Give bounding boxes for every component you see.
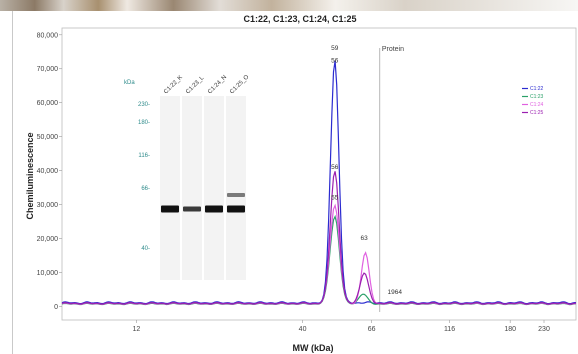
gel-lanes: C1:22_K C1:23_L C1:24_N C1:25_O — [160, 74, 251, 280]
legend-entry: C1:24 — [530, 102, 544, 108]
lane-label: C1:25_O — [229, 74, 250, 95]
peak-label: 56 — [331, 58, 339, 65]
x-tick-label: 230 — [538, 326, 550, 333]
chart-title: C1:22, C1:23, C1:24, C1:25 — [243, 14, 356, 24]
series-line-C1-22 — [61, 60, 576, 305]
gel-lane: C1:24_N — [204, 74, 228, 280]
x-tick-label: 66 — [368, 326, 376, 333]
peak-label: 55 — [331, 194, 339, 201]
ladder-label: 40- — [141, 246, 150, 252]
lane-background — [204, 96, 224, 280]
main-band — [161, 205, 179, 213]
ladder-labels: 230- 180- 116- 66- 40- — [138, 102, 150, 252]
lane-label: C1:22_K — [163, 75, 184, 96]
y-tick-label: 10,000 — [37, 270, 59, 277]
ladder-label: 116- — [138, 153, 150, 159]
series-line-C1-23 — [61, 214, 577, 306]
lane-view-inset: kDa 230-180-116-66-40- C1:22_K C1:23_L C1:… — [124, 74, 251, 280]
x-tick-label: 40 — [299, 326, 307, 333]
legend-entry: C1:22 — [530, 86, 544, 92]
y-axis-title: Chemiluminescence — [25, 132, 35, 219]
peak-labels: 59 56 56 55 63 1964 — [331, 45, 402, 296]
plot-frame — [61, 27, 577, 321]
peak-label: 56 — [331, 164, 339, 171]
x-axis-ticks: 12 40 66 116 180 230 — [132, 320, 550, 333]
y-tick-label: 20,000 — [37, 236, 59, 243]
peak-label: 63 — [361, 235, 369, 242]
gel-lane: C1:25_O — [226, 74, 251, 280]
lane-unit-label: kDa — [124, 80, 135, 86]
ladder-label: 230- — [138, 102, 150, 108]
y-tick-label: 50,000 — [37, 134, 59, 141]
y-tick-label: 30,000 — [37, 202, 59, 209]
y-axis-ticks: 0 10,000 20,000 30,000 40,000 50,000 60,000 70,… — [37, 32, 62, 311]
lane-background — [182, 96, 202, 280]
top-photo-strip — [0, 0, 578, 11]
series-line-C1-25 — [61, 171, 577, 305]
lane-label: C1:23_L — [185, 75, 206, 96]
peak-label: 1964 — [388, 289, 403, 296]
lane-label: C1:24_N — [207, 74, 228, 95]
legend-entry: C1:25 — [530, 110, 544, 116]
y-tick-label: 40,000 — [37, 168, 59, 175]
gel-lane: C1:22_K — [160, 75, 184, 280]
series-lines — [61, 60, 577, 306]
main-band — [227, 205, 245, 213]
lane-background — [226, 96, 246, 280]
main-band — [183, 206, 201, 212]
x-tick-label: 116 — [444, 326, 455, 333]
y-tick-label: 60,000 — [37, 100, 59, 107]
protein-marker: Protein — [379, 46, 404, 312]
chart-panel — [0, 11, 578, 354]
y-tick-label: 70,000 — [37, 66, 59, 73]
peak-label: 59 — [331, 45, 339, 52]
protein-marker-label: Protein — [382, 46, 404, 53]
x-axis-title: MW (kDa) — [293, 343, 334, 353]
gel-lane: C1:23_L — [182, 75, 206, 280]
lane-background — [160, 96, 180, 280]
series-line-C1-24 — [61, 203, 577, 305]
x-tick-label: 12 — [132, 326, 140, 333]
ladder-label: 180- — [138, 120, 150, 126]
y-tick-label: 0 — [54, 304, 58, 311]
main-band — [205, 205, 223, 213]
y-tick-label: 80,000 — [37, 32, 59, 39]
legend: C1:22 C1:23 C1:24 C1:25 — [522, 86, 544, 116]
x-tick-label: 180 — [504, 326, 516, 333]
legend-entry: C1:23 — [530, 94, 544, 100]
upper-band — [227, 193, 245, 197]
panel-left-border — [12, 11, 13, 354]
ladder-label: 66- — [141, 186, 150, 192]
